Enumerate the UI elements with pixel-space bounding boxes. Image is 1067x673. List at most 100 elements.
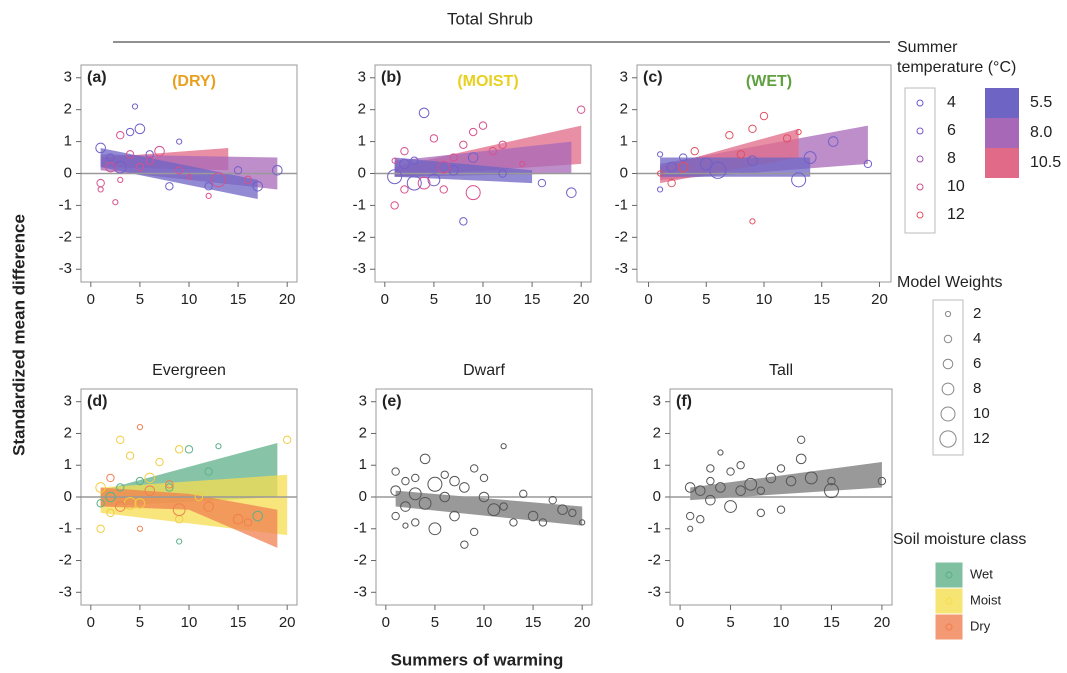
legend-label: 10	[973, 405, 990, 422]
data-point	[557, 504, 568, 516]
legend-symbol	[942, 358, 954, 370]
data-point	[709, 161, 727, 179]
data-point	[465, 185, 481, 201]
data-point	[656, 186, 664, 193]
data-point	[667, 178, 676, 188]
panel-title: (MOIST)	[457, 73, 518, 90]
y-tick-label: 1	[64, 456, 72, 473]
data-point	[114, 501, 126, 512]
data-point	[498, 140, 507, 149]
panel-label: (c)	[643, 69, 663, 86]
data-point	[243, 175, 253, 185]
legend-label: 6	[947, 122, 956, 139]
legend-symbol	[945, 571, 953, 579]
y-tick-label: 0	[64, 164, 72, 181]
data-point	[252, 510, 264, 522]
panel-label: (e)	[382, 393, 402, 410]
y-tick-label: 2	[359, 424, 367, 441]
y-tick-label: 2	[358, 101, 366, 118]
data-point	[210, 172, 226, 188]
data-point	[509, 518, 518, 527]
data-point	[174, 166, 184, 175]
legend-label: 4	[973, 330, 981, 347]
data-point	[527, 510, 539, 522]
x-tick-label: 0	[676, 614, 684, 631]
data-point	[427, 476, 443, 492]
data-point	[696, 515, 705, 524]
legend-box	[932, 299, 964, 456]
data-point	[252, 180, 264, 192]
legend-symbol	[940, 406, 956, 422]
data-point	[796, 435, 806, 445]
data-point	[690, 146, 699, 156]
panel-label: (a)	[87, 69, 107, 86]
data-point	[537, 178, 547, 188]
data-point	[705, 494, 716, 506]
data-point	[282, 435, 292, 445]
data-point	[145, 150, 154, 159]
legend-label: 2	[973, 305, 981, 322]
data-point	[687, 525, 694, 532]
data-point	[134, 123, 146, 135]
data-point	[724, 500, 737, 513]
legend-label: 10	[947, 178, 965, 195]
x-tick-label: 5	[136, 291, 144, 308]
panel-label: (d)	[87, 393, 107, 410]
data-point	[488, 146, 498, 156]
data-point	[418, 107, 430, 119]
y-tick-label: -3	[648, 583, 661, 600]
data-point	[566, 187, 577, 198]
x-tick-label: 20	[574, 614, 591, 631]
data-point	[165, 182, 174, 191]
data-point	[176, 138, 183, 145]
y-tick-label: 3	[620, 69, 628, 86]
data-point	[165, 483, 174, 492]
data-point	[568, 508, 577, 518]
legend-symbol	[945, 597, 953, 605]
data-point	[243, 518, 253, 527]
data-point	[776, 505, 786, 514]
data-point	[144, 472, 156, 484]
data-point	[125, 127, 135, 137]
legend-label: Wet	[970, 566, 993, 581]
data-point	[125, 150, 135, 159]
data-point	[460, 540, 469, 549]
x-tick-label: 15	[525, 614, 542, 631]
data-point	[272, 165, 283, 176]
data-point	[184, 445, 194, 454]
y-axis-label: Standardized mean difference	[9, 214, 28, 456]
data-point	[402, 522, 409, 529]
y-tick-label: -1	[648, 520, 661, 537]
x-tick-label: 20	[874, 614, 891, 631]
data-point	[756, 508, 766, 518]
data-point	[459, 482, 470, 493]
data-point	[112, 199, 119, 206]
data-point	[174, 445, 184, 454]
data-point	[408, 487, 422, 501]
panel-label: (b)	[381, 69, 401, 86]
legend-label: Moist	[970, 592, 1001, 607]
data-point	[725, 131, 734, 140]
legend-symbol	[945, 623, 953, 631]
x-tick-label: 10	[756, 291, 773, 308]
data-point	[419, 453, 431, 465]
y-tick-label: 2	[620, 101, 628, 118]
x-tick-label: 15	[230, 614, 247, 631]
x-tick-label: 10	[181, 291, 198, 308]
data-point	[785, 475, 797, 487]
data-point	[440, 470, 449, 479]
legend-symbol	[916, 127, 924, 135]
data-point	[96, 178, 105, 188]
data-point	[145, 156, 154, 165]
x-tick-label: 10	[181, 614, 198, 631]
legend-symbol	[916, 211, 924, 219]
data-point	[106, 508, 115, 518]
legend-symbol	[916, 99, 924, 107]
legend-symbol	[944, 310, 952, 318]
x-tick-label: 15	[823, 614, 840, 631]
legend-title: Model Weights	[897, 274, 1003, 291]
y-tick-label: 3	[358, 69, 366, 86]
data-point	[666, 161, 677, 173]
